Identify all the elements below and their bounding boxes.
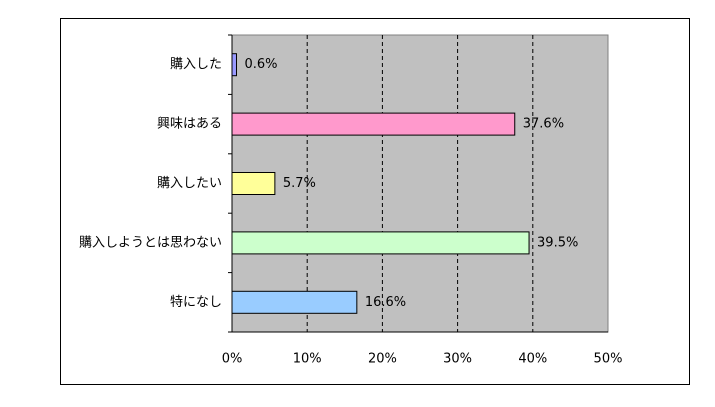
y-tick-label: 購入した (170, 57, 222, 72)
x-tick-label: 40% (518, 352, 547, 367)
x-tick-label: 50% (594, 352, 623, 367)
value-label: 16.6% (365, 295, 406, 310)
plot-area (231, 34, 609, 333)
y-tick-label: 購入しようとは思わない (79, 235, 222, 250)
value-label: 39.5% (537, 235, 578, 250)
y-tick-label: 購入したい (157, 176, 222, 191)
bar (231, 290, 358, 314)
x-tick-label: 20% (368, 352, 397, 367)
value-label: 5.7% (283, 176, 316, 191)
value-label: 0.6% (245, 57, 278, 72)
y-tick-label: 特になし (170, 295, 222, 310)
value-label: 37.6% (523, 117, 564, 132)
bar (231, 172, 276, 195)
bar (231, 53, 238, 77)
bar (231, 112, 516, 136)
x-tick-label: 30% (443, 352, 472, 367)
y-tick-label: 興味はある (157, 117, 222, 132)
bar (231, 231, 530, 255)
x-tick-label: 0% (222, 352, 243, 367)
x-tick-label: 10% (293, 352, 322, 367)
